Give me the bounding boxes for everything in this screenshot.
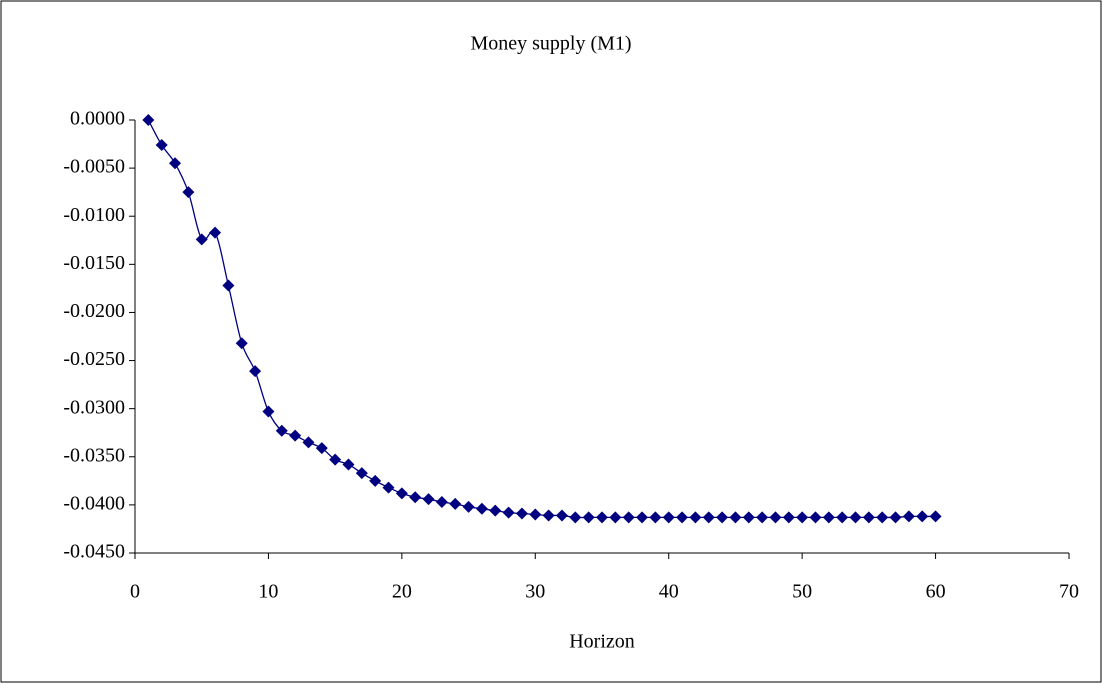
data-point	[702, 511, 715, 524]
data-point	[929, 510, 942, 523]
data-point	[902, 510, 915, 523]
data-point	[315, 442, 328, 455]
data-point	[382, 481, 395, 494]
x-tick-label: 10	[258, 581, 278, 603]
y-tick-label: -0.0150	[63, 252, 125, 274]
data-point	[355, 467, 368, 480]
data-point	[689, 511, 702, 524]
data-point	[449, 497, 462, 510]
chart-title: Money supply (M1)	[470, 33, 631, 55]
data-point	[249, 365, 262, 378]
y-tick-label: -0.0300	[63, 396, 125, 418]
data-point	[649, 511, 662, 524]
data-point	[822, 511, 835, 524]
data-point	[462, 500, 475, 513]
y-tick-label: -0.0100	[63, 204, 125, 226]
data-point	[542, 509, 555, 522]
data-point	[409, 491, 422, 504]
x-axis-label: Horizon	[569, 631, 635, 653]
data-point	[596, 511, 608, 524]
data-point	[876, 511, 889, 524]
data-point	[796, 511, 809, 524]
y-tick-label: -0.0450	[63, 541, 125, 563]
data-point	[342, 458, 355, 471]
data-point	[836, 511, 849, 524]
data-point	[262, 405, 275, 418]
data-point	[622, 511, 635, 524]
y-tick-label: -0.0050	[63, 156, 125, 178]
data-point	[769, 511, 782, 524]
y-tick-label: -0.0200	[63, 300, 125, 322]
y-tick-label: -0.0350	[63, 444, 125, 466]
data-point	[729, 511, 742, 524]
data-point	[369, 474, 382, 487]
x-tick-label: 70	[1059, 581, 1079, 603]
data-point	[302, 436, 315, 449]
data-point	[662, 511, 675, 524]
data-point	[676, 511, 689, 524]
x-tick-label: 0	[130, 581, 140, 603]
data-point	[609, 511, 622, 524]
data-point	[555, 509, 568, 522]
y-tick-label: 0.0000	[70, 108, 125, 130]
data-point	[529, 508, 542, 521]
data-point	[182, 186, 195, 199]
x-tick-label: 30	[525, 581, 545, 603]
data-point	[782, 511, 795, 524]
data-point	[422, 493, 435, 506]
data-point	[862, 511, 875, 524]
x-tick-label: 20	[392, 581, 412, 603]
data-point	[235, 337, 248, 350]
data-point	[329, 453, 342, 466]
y-tick-label: -0.0250	[63, 348, 125, 370]
data-point	[849, 511, 862, 524]
data-point	[169, 157, 182, 170]
data-point	[222, 279, 235, 292]
data-point	[569, 511, 582, 524]
data-point	[502, 506, 515, 519]
data-point	[435, 496, 448, 509]
data-point	[209, 226, 222, 239]
data-point	[809, 511, 822, 524]
data-point	[515, 507, 528, 520]
data-point	[155, 139, 168, 152]
data-point	[582, 511, 595, 524]
data-point	[275, 424, 288, 437]
data-point	[142, 114, 155, 126]
data-point	[289, 429, 302, 442]
x-tick-label: 50	[792, 581, 812, 603]
data-point	[489, 504, 502, 517]
data-point	[916, 510, 929, 523]
y-tick-label: -0.0400	[63, 492, 125, 514]
data-point	[742, 511, 755, 524]
data-point	[636, 511, 649, 524]
data-point	[716, 511, 729, 524]
data-point	[756, 511, 769, 524]
data-point	[195, 233, 208, 246]
data-point	[475, 502, 488, 515]
x-tick-label: 40	[659, 581, 679, 603]
data-point	[395, 487, 408, 500]
x-tick-label: 60	[926, 581, 946, 603]
data-point	[889, 511, 902, 524]
